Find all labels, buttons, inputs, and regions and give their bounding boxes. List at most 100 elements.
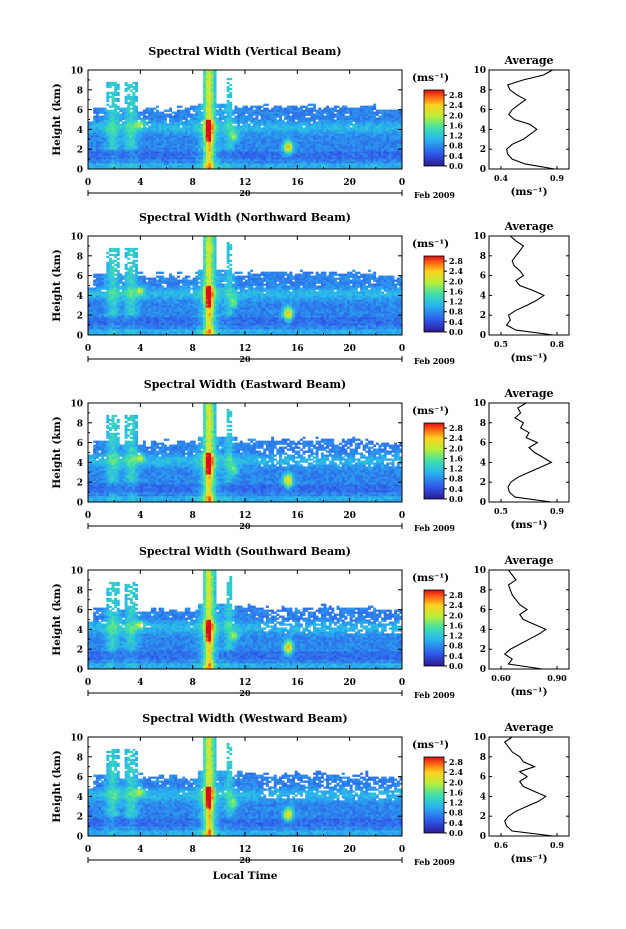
colorbar-tick-label: 1.2 bbox=[449, 297, 463, 307]
profile-x-tick-label: 0.90 bbox=[547, 673, 567, 683]
y-tick-label: 0 bbox=[77, 166, 83, 176]
y-axis-label: Height (km) bbox=[51, 416, 63, 488]
x-tick-label: 12 bbox=[239, 344, 252, 354]
profile-x-label: (ms⁻¹) bbox=[510, 686, 547, 698]
profile-title: Average bbox=[503, 554, 553, 567]
profile-y-tick-label: 6 bbox=[480, 606, 486, 616]
colorbar-tick-label: 1.6 bbox=[449, 453, 463, 463]
colorbar-tick-label: 1.6 bbox=[449, 787, 463, 797]
colorbar-tick-label: 1.6 bbox=[449, 286, 463, 296]
colorbar-tick-label: 2.0 bbox=[449, 443, 463, 453]
panel-title: Spectral Width (Northward Beam) bbox=[139, 211, 351, 224]
profile-x-tick-label: 0.4 bbox=[494, 173, 508, 183]
date-line: 20 Feb 2009 bbox=[87, 521, 455, 533]
date-line: 20 Feb 2009 bbox=[87, 188, 455, 200]
x-axis: 0 4 8 12 16 20 0 bbox=[85, 570, 405, 688]
colorbar-tick-label: 0.8 bbox=[449, 141, 463, 151]
x-tick-label: 4 bbox=[137, 678, 143, 688]
y-tick-label: 2 bbox=[77, 146, 83, 156]
x-axis: 0 4 8 12 16 20 0 bbox=[85, 403, 405, 521]
y-tick-label: 4 bbox=[77, 626, 83, 636]
colorbar: (ms⁻¹) 0.00.40.81.21.62.02.42.8 bbox=[412, 739, 463, 838]
y-tick-label: 2 bbox=[77, 312, 83, 322]
profile-title: Average bbox=[503, 721, 553, 734]
panel-eastward-beam: Spectral Width (Eastward Beam) 0 2 4 6 8 10 Hei… bbox=[51, 378, 570, 533]
average-profile: Average 0 2 4 6 8 10 0.5 0.8(ms⁻¹) bbox=[473, 220, 570, 364]
average-profile: Average 0 2 4 6 8 10 0.6 0.9(ms⁻¹) bbox=[473, 721, 570, 865]
colorbar-tick-label: 2.4 bbox=[449, 100, 463, 110]
y-axis: 0 2 4 6 8 10 Height (km) bbox=[51, 567, 402, 676]
x-axis: 0 4 8 12 16 20 0 bbox=[85, 70, 405, 188]
average-profile: Average 0 2 4 6 8 10 0.4 0.9(ms⁻¹) bbox=[473, 54, 570, 198]
profile-y-tick-label: 2 bbox=[480, 311, 486, 321]
profile-y-tick-label: 6 bbox=[480, 272, 486, 282]
profile-frame bbox=[488, 736, 570, 837]
colorbar-tick-label: 2.8 bbox=[449, 423, 463, 433]
profile-x-tick-label: 0.9 bbox=[550, 840, 564, 850]
profile-y-tick-label: 10 bbox=[473, 399, 486, 409]
profile-y-tick-label: 8 bbox=[480, 753, 486, 763]
panel-title: Spectral Width (Westward Beam) bbox=[142, 712, 347, 725]
day-label: 20 bbox=[239, 688, 251, 698]
day-label: 20 bbox=[239, 188, 251, 198]
day-label: 20 bbox=[239, 354, 251, 364]
y-axis: 0 2 4 6 8 10 Height (km) bbox=[51, 233, 402, 342]
y-axis-label: Height (km) bbox=[51, 750, 63, 822]
x-tick-label: 20 bbox=[343, 178, 356, 188]
colorbar-tick-label: 1.2 bbox=[449, 631, 463, 641]
y-tick-label: 6 bbox=[77, 773, 83, 783]
bottom-axis-label: Local Time bbox=[213, 870, 278, 882]
colorbar-tick-label: 0.8 bbox=[449, 307, 463, 317]
profile-line bbox=[503, 569, 547, 670]
x-tick-label: 4 bbox=[137, 845, 143, 855]
heatmap-cells bbox=[88, 737, 403, 837]
x-tick-label: 0 bbox=[399, 678, 405, 688]
colorbar-tick-label: 0.0 bbox=[449, 661, 463, 671]
y-tick-label: 6 bbox=[77, 272, 83, 282]
profile-y-tick-label: 10 bbox=[473, 566, 486, 576]
x-tick-label: 4 bbox=[137, 344, 143, 354]
profile-y-tick-label: 0 bbox=[480, 832, 486, 842]
profile-y-tick-label: 8 bbox=[480, 419, 486, 429]
colorbar-tick-label: 2.4 bbox=[449, 433, 463, 443]
colorbar-tick-label: 1.6 bbox=[449, 620, 463, 630]
y-tick-label: 4 bbox=[77, 126, 83, 136]
month-label: Feb 2009 bbox=[414, 356, 455, 366]
colorbar-unit: (ms⁻¹) bbox=[412, 405, 449, 417]
profile-frame bbox=[488, 69, 570, 170]
profile-y-tick-label: 6 bbox=[480, 106, 486, 116]
colorbar-tick-label: 1.2 bbox=[449, 798, 463, 808]
colorbar-tick-label: 0.8 bbox=[449, 808, 463, 818]
profile-y-tick-label: 4 bbox=[480, 792, 486, 802]
y-tick-label: 2 bbox=[77, 813, 83, 823]
average-profile: Average 0 2 4 6 8 10 0.5 0.9(ms⁻¹) bbox=[473, 387, 570, 531]
colorbar-tick-label: 2.8 bbox=[449, 90, 463, 100]
profile-y-tick-label: 0 bbox=[480, 331, 486, 341]
colorbar-tick-label: 2.4 bbox=[449, 767, 463, 777]
y-tick-label: 6 bbox=[77, 606, 83, 616]
y-axis: 0 2 4 6 8 10 Height (km) bbox=[51, 67, 402, 176]
profile-y-tick-label: 2 bbox=[480, 645, 486, 655]
profile-y-tick-label: 4 bbox=[480, 125, 486, 135]
date-line: 20 Feb 2009 bbox=[87, 688, 455, 700]
y-tick-label: 0 bbox=[77, 666, 83, 676]
profile-y-tick-label: 4 bbox=[480, 458, 486, 468]
colorbar-tick-label: 0.4 bbox=[449, 818, 463, 828]
colorbar-tick-label: 2.8 bbox=[449, 757, 463, 767]
profile-x-label: (ms⁻¹) bbox=[510, 519, 547, 531]
y-tick-label: 8 bbox=[77, 586, 83, 596]
profile-y-tick-label: 10 bbox=[473, 232, 486, 242]
x-tick-label: 0 bbox=[85, 511, 91, 521]
colorbar-tick-label: 0.0 bbox=[449, 494, 463, 504]
profile-x-tick-label: 0.9 bbox=[550, 173, 564, 183]
y-tick-label: 0 bbox=[77, 499, 83, 509]
y-tick-label: 10 bbox=[70, 567, 83, 577]
y-tick-label: 10 bbox=[70, 233, 83, 243]
profile-x-label: (ms⁻¹) bbox=[510, 853, 547, 865]
colorbar-tick-label: 0.0 bbox=[449, 828, 463, 838]
y-axis: 0 2 4 6 8 10 Height (km) bbox=[51, 734, 402, 843]
colorbar-tick-label: 1.2 bbox=[449, 464, 463, 474]
x-tick-label: 20 bbox=[343, 511, 356, 521]
x-tick-label: 0 bbox=[399, 845, 405, 855]
